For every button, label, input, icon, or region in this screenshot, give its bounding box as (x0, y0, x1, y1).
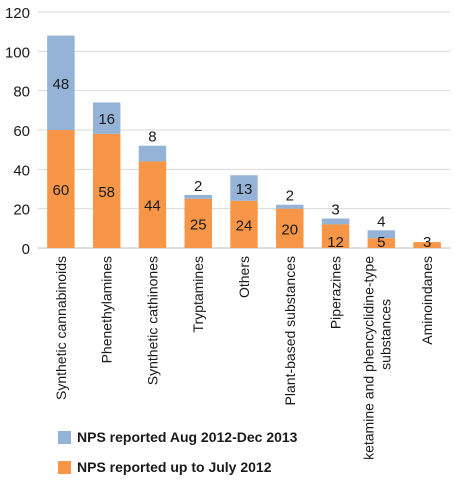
bar-segment (230, 175, 258, 201)
legend-label-up-to-july-2012: NPS reported up to July 2012 (77, 459, 272, 475)
y-tick-label: 80 (13, 84, 30, 101)
data-label: 44 (144, 198, 161, 215)
data-label: 2 (286, 188, 294, 205)
y-tick-label: 40 (13, 162, 30, 179)
data-label: 20 (281, 221, 298, 238)
data-label: 60 (53, 182, 70, 199)
data-label: 12 (327, 234, 344, 251)
data-label: 58 (98, 184, 115, 201)
x-tick-label: ketamine and phencyclidine-typesubstance… (360, 256, 393, 460)
data-label: 25 (190, 216, 207, 233)
legend-swatch-aug2012-dec2013 (58, 430, 71, 444)
y-tick-label: 60 (13, 123, 30, 140)
x-tick-label: Synthetic cannabinoids (53, 256, 69, 400)
x-tick-label: Synthetic cathinones (144, 256, 160, 385)
data-label: 13 (236, 181, 253, 198)
bar-segment (92, 133, 121, 248)
bar-segment (138, 145, 167, 162)
y-tick-label: 120 (5, 5, 30, 22)
y-tick-label: 20 (13, 202, 30, 219)
bar-segment (367, 230, 396, 239)
data-label: 24 (236, 217, 253, 234)
chart-legend: NPS reported Aug 2012-Dec 2013 NPS repor… (58, 426, 297, 486)
bar-segment (367, 238, 396, 248)
x-tick-label: Piperazines (328, 256, 344, 329)
x-tick-label: Aminoindanes (419, 256, 435, 345)
bar-segment (184, 198, 212, 248)
legend-swatch-up-to-july-2012 (58, 460, 71, 474)
data-label: 2 (194, 178, 202, 195)
bar-segment (321, 224, 350, 248)
data-label: 3 (331, 202, 339, 219)
x-tick-label: Tryptamines (190, 256, 206, 333)
bar-segment (230, 200, 258, 248)
bar-segment (321, 218, 350, 225)
bar-segment (138, 161, 167, 248)
data-label: 5 (377, 234, 385, 251)
legend-item-up-to-july-2012: NPS reported up to July 2012 (58, 456, 297, 478)
legend-label-aug2012-dec2013: NPS reported Aug 2012-Dec 2013 (77, 429, 298, 445)
y-tick-label: 100 (5, 44, 30, 61)
bar-segment (184, 194, 212, 199)
data-label: 48 (53, 76, 70, 93)
bar-segment (47, 35, 75, 130)
legend-item-aug2012-dec2013: NPS reported Aug 2012-Dec 2013 (58, 426, 297, 448)
bar-segment (92, 102, 121, 134)
x-tick-label: Phenethylamines (99, 256, 115, 363)
bar-segment (276, 204, 304, 209)
data-label: 16 (98, 111, 115, 128)
bar-segment (276, 208, 304, 248)
x-tick-label: Plant-based substances (282, 256, 298, 405)
y-tick-label: 0 (22, 241, 30, 258)
data-label: 8 (148, 129, 156, 146)
data-label: 4 (377, 213, 385, 230)
data-label: 3 (423, 234, 431, 251)
bar-segment (413, 242, 441, 248)
x-tick-label: Others (236, 256, 252, 298)
bar-segment (47, 130, 75, 248)
